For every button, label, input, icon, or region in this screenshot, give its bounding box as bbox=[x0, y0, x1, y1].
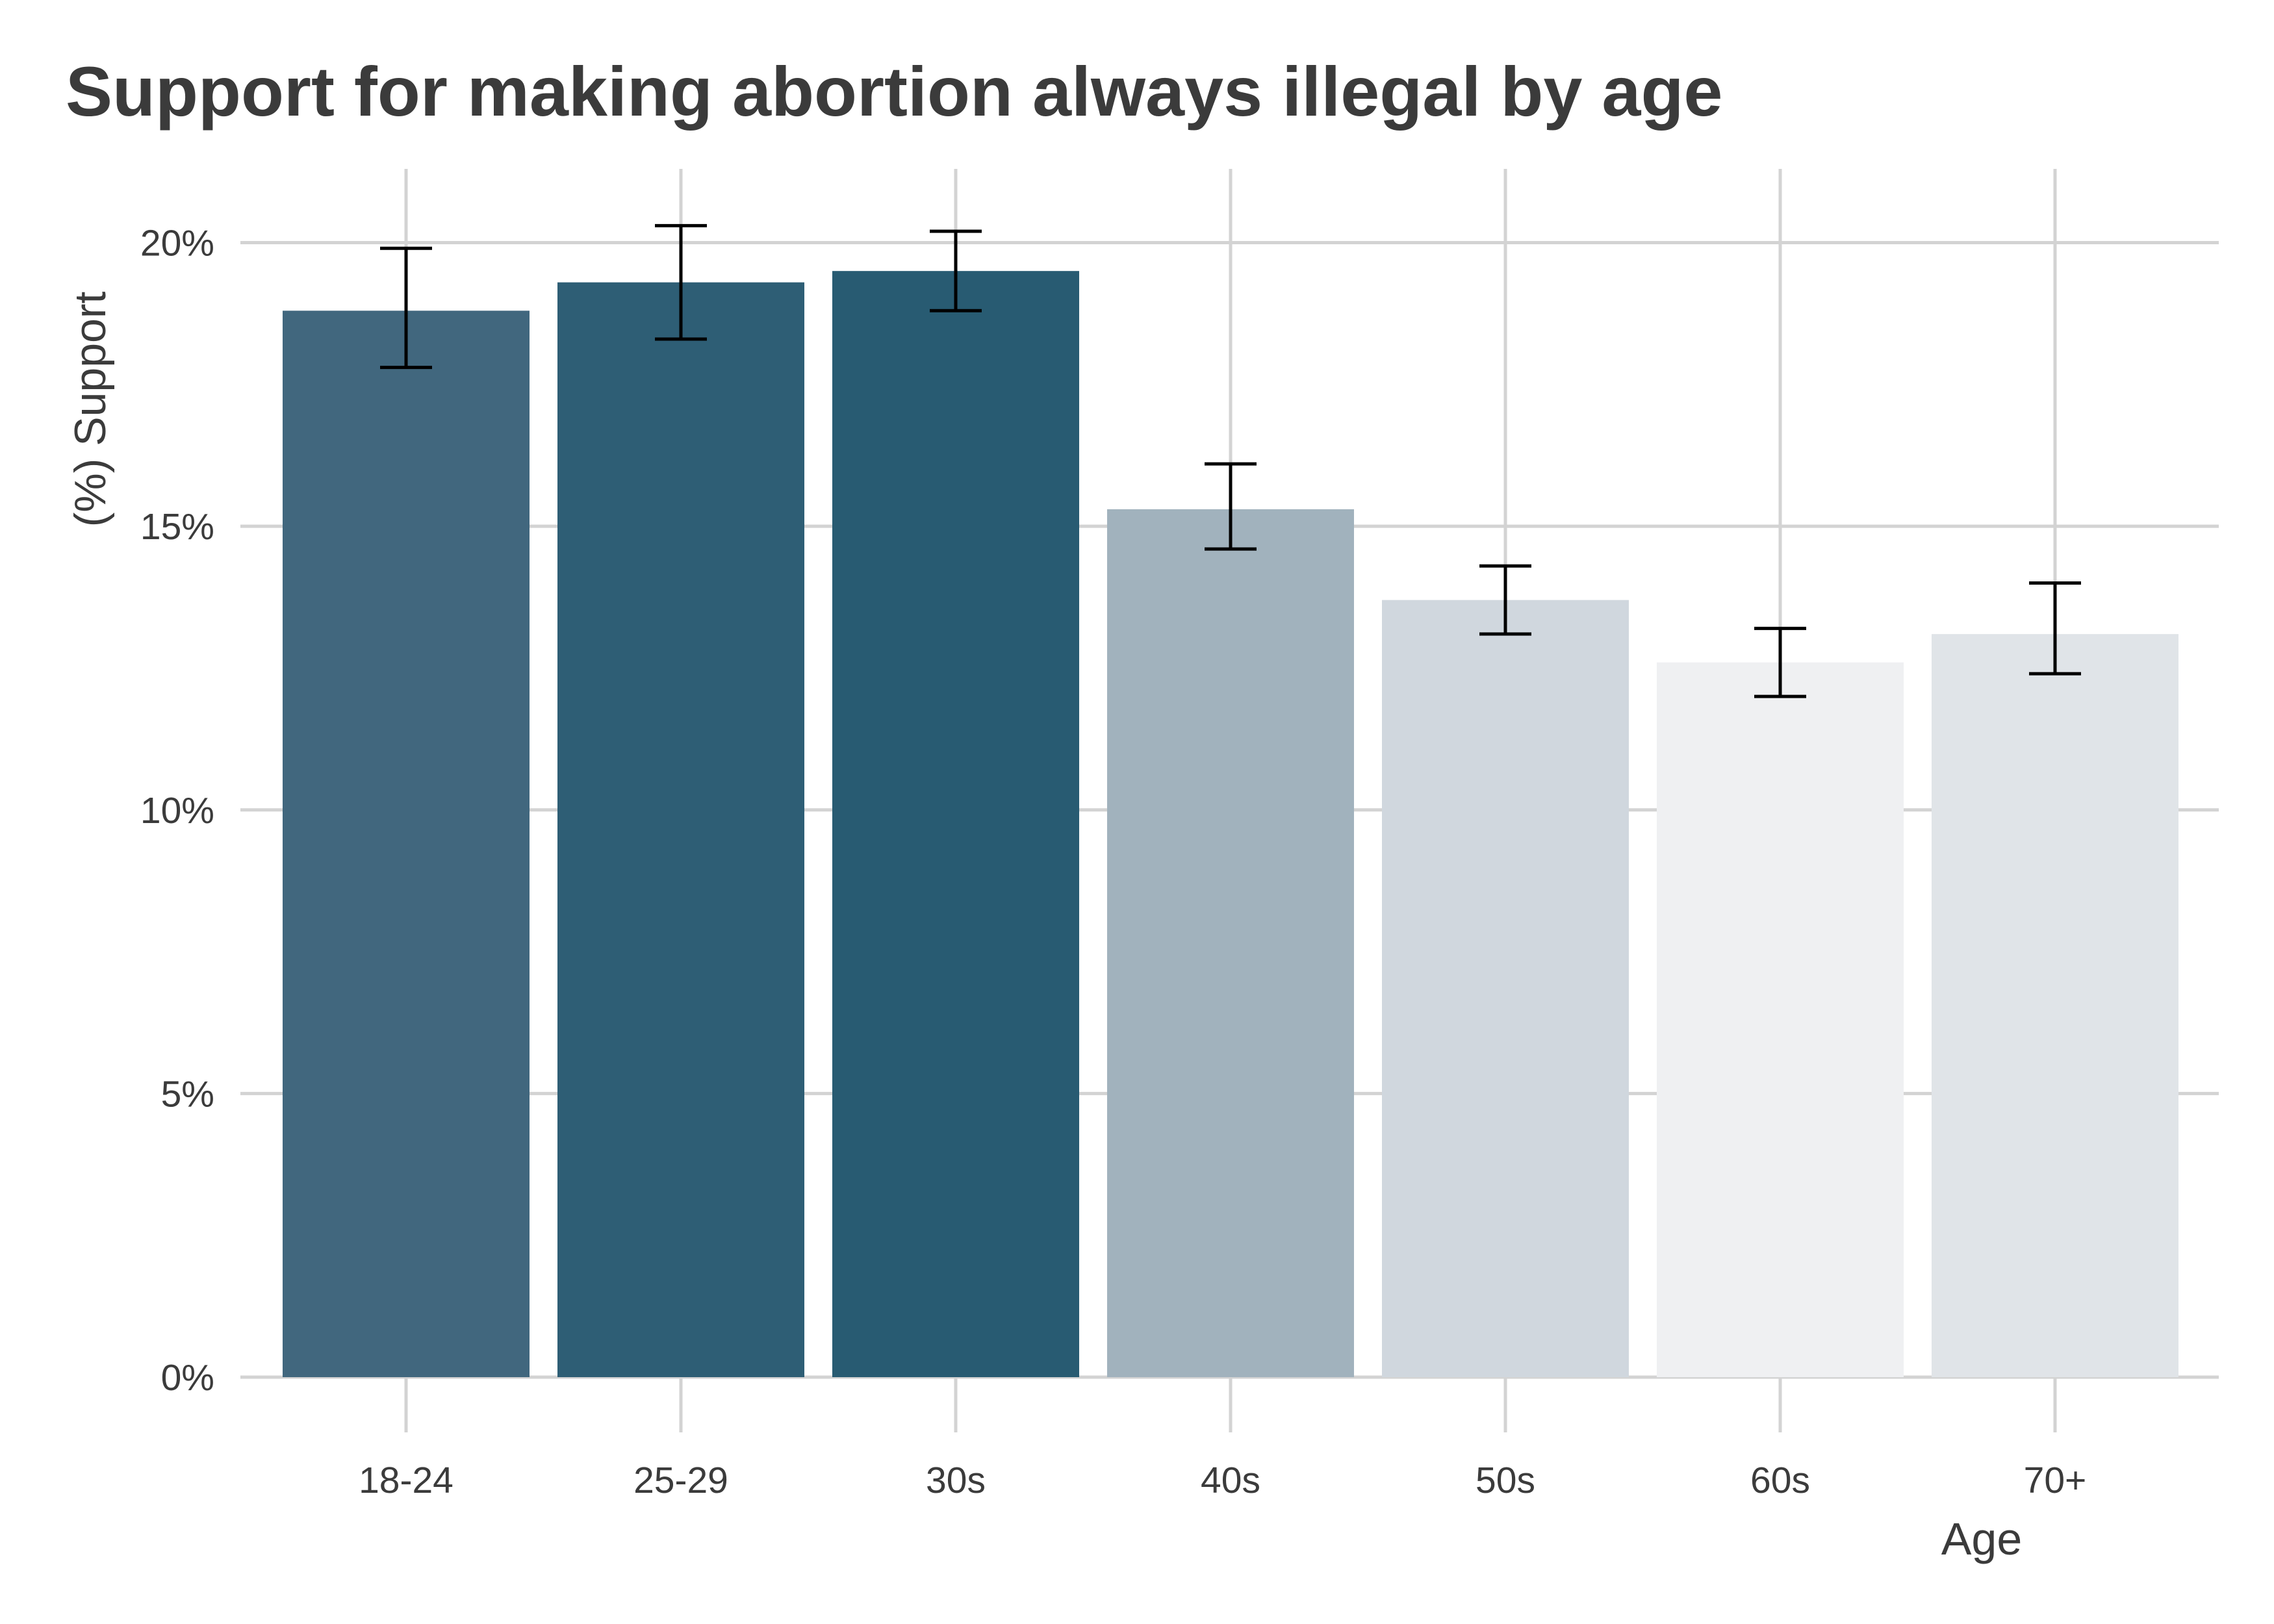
bars bbox=[283, 271, 2178, 1378]
bar-70+ bbox=[1932, 634, 2178, 1377]
x-tick-label: 50s bbox=[1476, 1460, 1535, 1501]
x-tick-label: 30s bbox=[926, 1460, 986, 1501]
error-bar-25-29 bbox=[655, 223, 707, 341]
y-tick-label: 5% bbox=[161, 1073, 214, 1115]
x-tick-label: 18-24 bbox=[359, 1460, 454, 1501]
y-axis-ticks: 0% 5% 10% 15% 20% bbox=[140, 223, 214, 1399]
y-axis-title: (%) Support bbox=[66, 291, 115, 527]
x-tick-label: 70+ bbox=[2024, 1460, 2087, 1501]
bar-30s bbox=[832, 271, 1079, 1377]
y-tick-label: 10% bbox=[140, 790, 214, 831]
error-bar-18-24 bbox=[380, 246, 432, 370]
error-bar-70+ bbox=[2029, 581, 2081, 676]
bar-18-24 bbox=[283, 311, 530, 1378]
x-tick-label: 40s bbox=[1201, 1460, 1260, 1501]
x-tick-label: 25-29 bbox=[633, 1460, 728, 1501]
chart-title: Support for making abortion always illeg… bbox=[66, 52, 1723, 131]
y-tick-label: 15% bbox=[140, 506, 214, 548]
error-bar-30s bbox=[930, 229, 982, 312]
bar-60s bbox=[1657, 662, 1904, 1378]
error-bar-50s bbox=[1479, 564, 1531, 636]
y-tick-label: 20% bbox=[140, 223, 214, 264]
bar-50s bbox=[1382, 600, 1629, 1377]
bar-40s bbox=[1107, 509, 1354, 1378]
bar-25-29 bbox=[557, 282, 804, 1377]
x-axis-ticks: 18-24 25-29 30s 40s 50s 60s 70+ bbox=[359, 1460, 2086, 1501]
error-bar-60s bbox=[1754, 626, 1806, 698]
error-bars bbox=[380, 223, 2081, 698]
x-tick-label: 60s bbox=[1750, 1460, 1810, 1501]
error-bar-40s bbox=[1205, 462, 1257, 551]
x-axis-title: Age bbox=[1941, 1514, 2023, 1564]
y-tick-label: 0% bbox=[161, 1357, 214, 1399]
